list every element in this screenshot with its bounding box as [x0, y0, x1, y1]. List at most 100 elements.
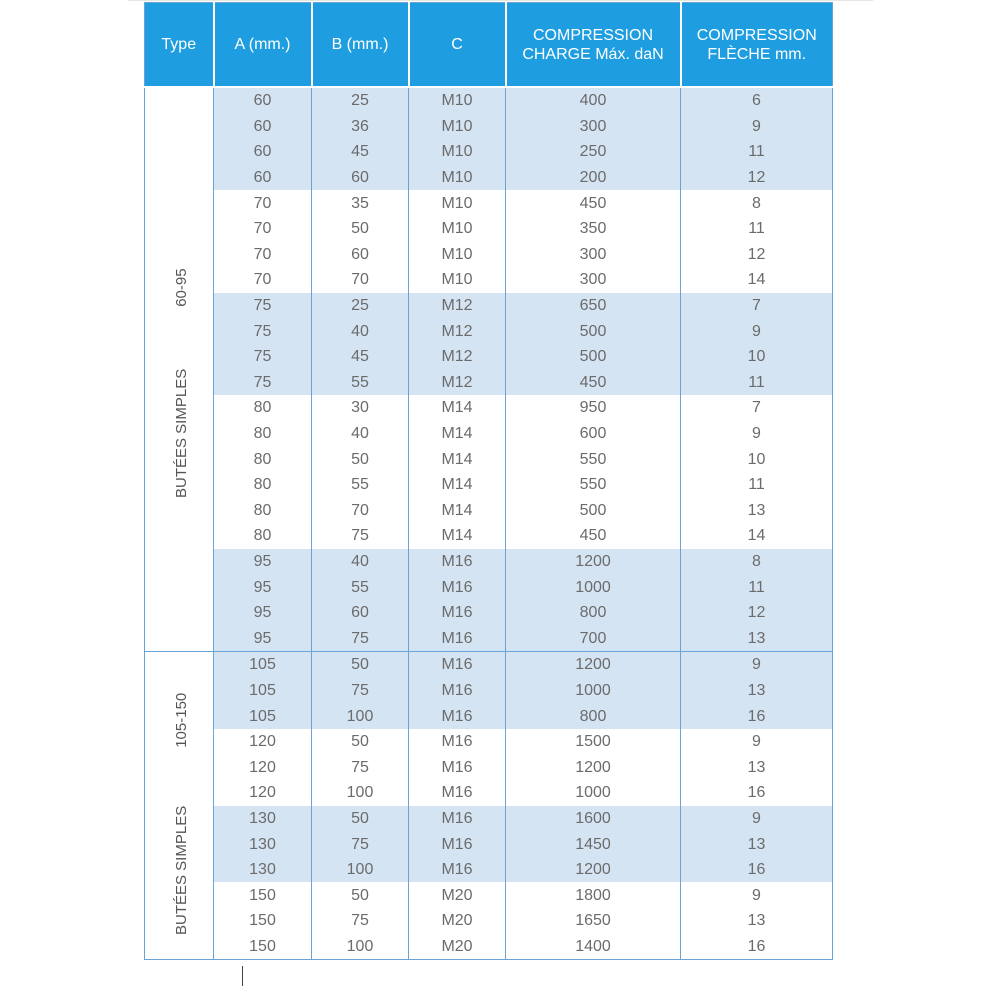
- cell-charge: 1000: [505, 574, 681, 600]
- cell-b: 40: [311, 420, 409, 447]
- cell-a: 120: [213, 728, 312, 755]
- cell-b: 45: [311, 139, 409, 165]
- cell-charge: 1200: [505, 548, 681, 575]
- cell-a: 60: [213, 113, 312, 140]
- cell-fleche: 16: [680, 856, 833, 883]
- cell-charge: 500: [505, 343, 681, 370]
- table-row: 75 55 M12 450 11: [145, 369, 833, 396]
- cell-a: 80: [213, 446, 312, 472]
- table-row: 70 35 M10 450 8: [145, 190, 833, 216]
- cell-b: 50: [311, 215, 409, 242]
- table-row: 80 40 M14 600 9: [145, 420, 833, 447]
- cell-a: 60: [213, 139, 312, 165]
- cell-c: M10: [408, 215, 506, 242]
- table-row: 70 60 M10 300 12: [145, 241, 833, 268]
- cell-c: M16: [408, 651, 506, 678]
- cell-c: M20: [408, 933, 506, 960]
- cell-c: M10: [408, 113, 506, 140]
- cell-charge: 700: [505, 625, 681, 652]
- table-row: 95 40 M16 1200 8: [145, 548, 833, 575]
- table-row: 80 30 M14 950 7: [145, 395, 833, 421]
- type-range: 105-150: [173, 692, 190, 748]
- cell-a: 75: [213, 292, 312, 319]
- cell-fleche: 13: [680, 625, 833, 652]
- table-row: 70 70 M10 300 14: [145, 267, 833, 293]
- cell-fleche: 11: [680, 369, 833, 396]
- cell-c: M14: [408, 446, 506, 472]
- cell-c: M16: [408, 677, 506, 704]
- cell-b: 60: [311, 164, 409, 191]
- specs-table: Type A (mm.) B (mm.) C COMPRESSION CHARG…: [144, 2, 833, 961]
- cell-b: 75: [311, 908, 409, 934]
- cell-a: 70: [213, 215, 312, 242]
- header-compression-charge: COMPRESSION CHARGE Máx. daN: [505, 2, 682, 87]
- cell-fleche: 11: [680, 139, 833, 165]
- cell-fleche: 12: [747, 245, 766, 263]
- type-label: BUTÉES SIMPLES 105-150: [169, 664, 194, 964]
- cell-b: 55: [311, 574, 409, 600]
- cell-b: 100: [311, 780, 409, 806]
- header-compression-fleche: COMPRESSION FLÈCHE mm.: [680, 2, 833, 87]
- cell-a: 75: [213, 318, 312, 344]
- cell-b: 55: [311, 471, 409, 498]
- cell-charge: 350: [505, 215, 681, 242]
- cell-c: M16: [408, 548, 506, 575]
- table-row: 75 40 M12 500 9: [145, 318, 833, 344]
- cell-a: 105: [213, 651, 312, 678]
- cell-fleche: 9: [680, 318, 833, 344]
- cell-c: M20: [408, 908, 506, 934]
- cell-b: 40: [311, 318, 409, 344]
- header-a: A (mm.): [213, 2, 313, 87]
- cell-fleche: 16: [747, 937, 766, 955]
- cell-charge: 800: [505, 599, 681, 626]
- cell-charge: 300: [505, 241, 681, 268]
- cell-a: 105: [213, 703, 312, 729]
- table-body: BUTÉES SIMPLES60-95 60 25 M10 400 6 60 36 M10 300…: [144, 86, 833, 960]
- cell-charge: 500: [505, 318, 681, 344]
- cell-charge: 950: [505, 395, 681, 421]
- cell-fleche: 7: [680, 292, 833, 319]
- table-row: 75 25 M12 650 7: [145, 292, 833, 319]
- cell-c: M10: [408, 190, 506, 216]
- cell-c: M12: [408, 292, 506, 319]
- table-row: 120 75 M16 1200 13: [145, 754, 833, 781]
- cell-a: 120: [213, 780, 312, 806]
- cell-c: M10: [408, 267, 506, 293]
- cell-b: 60: [311, 241, 409, 268]
- cell-charge: 200: [505, 164, 681, 191]
- footer-tick: [242, 966, 243, 986]
- cell-charge: 1800: [505, 882, 681, 908]
- cell-c: M10: [408, 86, 506, 114]
- table-row: 130 50 M16 1600 9: [145, 805, 833, 832]
- type-label: BUTÉES SIMPLES 60-95: [169, 228, 194, 538]
- cell-fleche: 14: [747, 271, 766, 289]
- cell-b: 50: [311, 651, 409, 678]
- cell-fleche: 10: [747, 450, 766, 468]
- cell-c: M16: [408, 831, 506, 857]
- header-type: Type: [144, 2, 215, 87]
- cell-charge: 1200: [505, 651, 681, 678]
- table-row: 80 50 M14 550 10: [145, 446, 833, 472]
- table-row: 60 36 M10 300 9: [145, 113, 833, 140]
- cell-b: 50: [311, 446, 409, 472]
- cell-charge: 1400: [505, 933, 681, 960]
- cell-fleche: 9: [752, 733, 761, 751]
- cell-charge: 1500: [505, 728, 681, 755]
- header-row: Type A (mm.) B (mm.) C COMPRESSION CHARG…: [144, 2, 833, 87]
- cell-charge: 1200: [505, 754, 681, 781]
- cell-fleche: 9: [680, 113, 833, 140]
- cell-c: M12: [408, 369, 506, 396]
- cell-c: M16: [408, 754, 506, 781]
- cell-charge: 500: [505, 497, 681, 524]
- cell-a: 75: [213, 369, 312, 396]
- cell-fleche: 12: [680, 599, 833, 626]
- cell-b: 50: [311, 882, 409, 908]
- cell-c: M14: [408, 523, 506, 549]
- cell-charge: 800: [505, 703, 681, 729]
- cell-fleche: 11: [748, 220, 765, 238]
- cell-c: M16: [408, 856, 506, 883]
- table-row: 80 55 M14 550 11: [145, 471, 833, 498]
- cell-b: 70: [311, 497, 409, 524]
- table-row: 130 75 M16 1450 13: [145, 831, 833, 857]
- table-row: 105 100 M16 800 16: [145, 703, 833, 729]
